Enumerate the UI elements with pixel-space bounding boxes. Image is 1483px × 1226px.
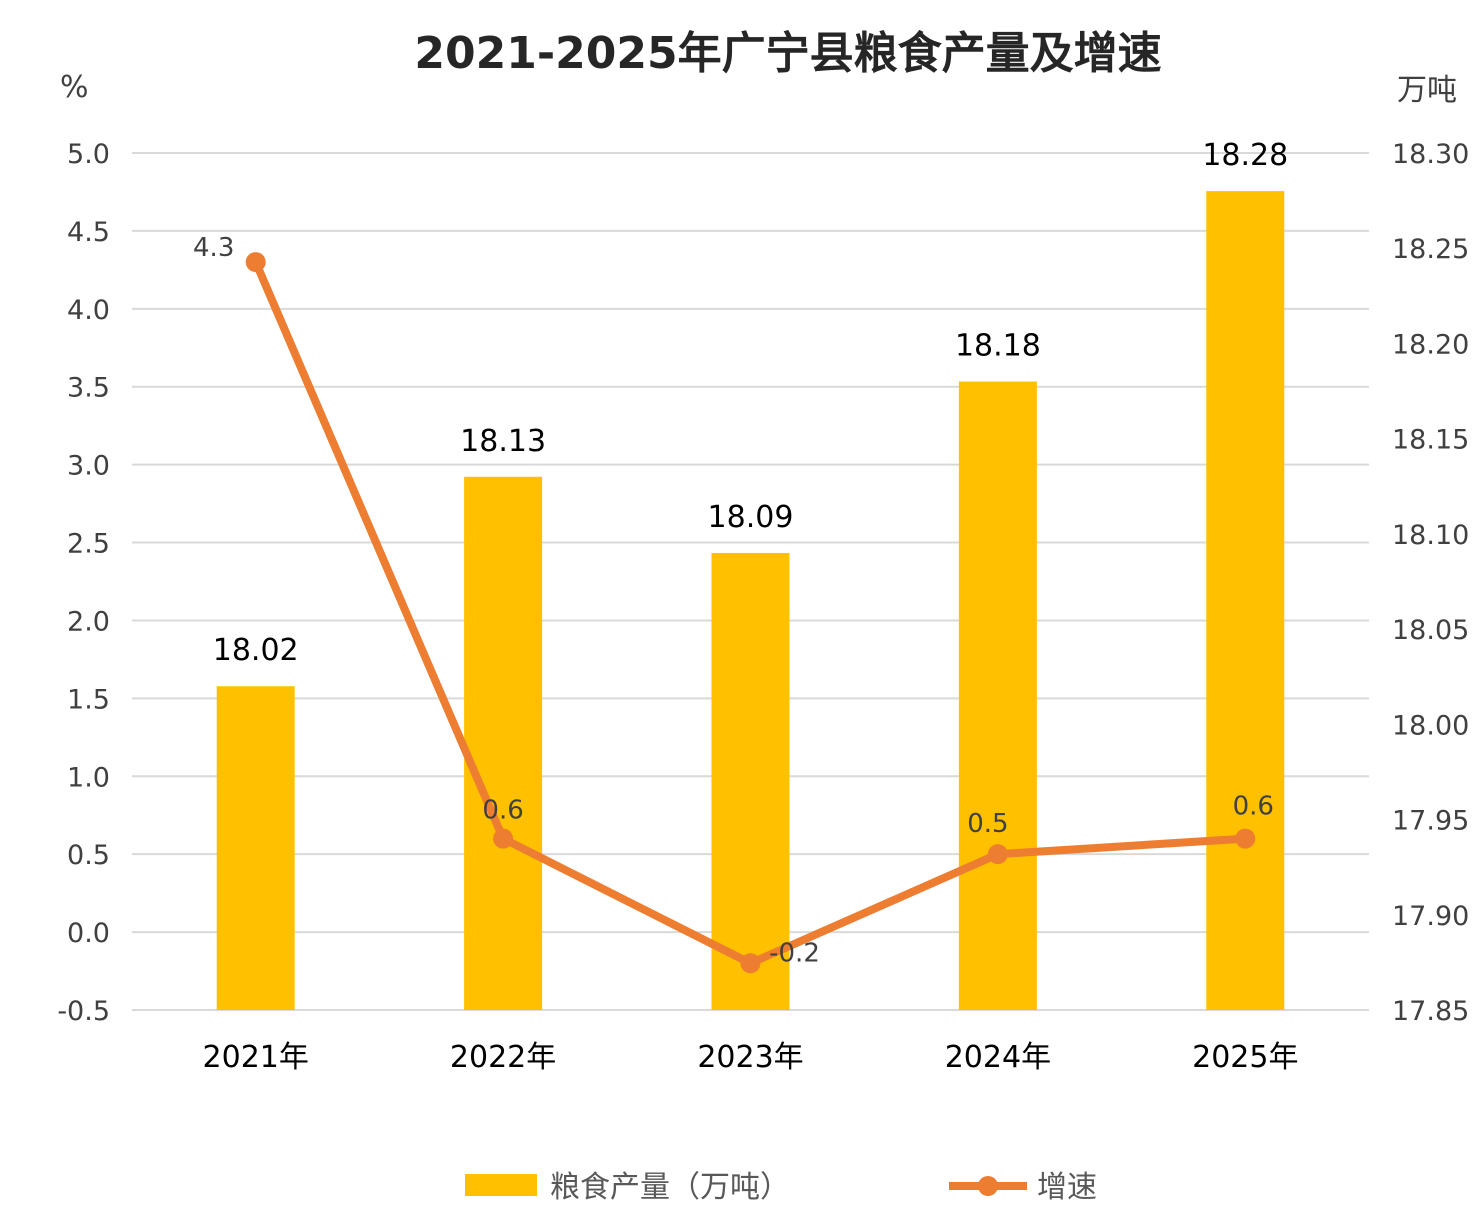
bar [711, 552, 790, 1010]
right-axis-unit: 万吨 [1397, 73, 1457, 108]
left-tick-label: -0.5 [57, 996, 110, 1027]
bar-value-label: 18.09 [708, 500, 794, 535]
line-point [1235, 828, 1256, 849]
legend-line-marker [978, 1176, 998, 1196]
bar-value-label: 18.28 [1202, 138, 1288, 173]
line-point [987, 844, 1008, 865]
legend-line-label: 增速 [1037, 1170, 1097, 1205]
bar [464, 476, 543, 1010]
legend-bar-swatch [465, 1174, 537, 1196]
line-value-label: 0.5 [967, 809, 1008, 839]
right-tick-label: 18.10 [1392, 520, 1469, 551]
right-tick-label: 18.15 [1392, 425, 1469, 456]
bar [1206, 191, 1285, 1011]
bar-data-labels: 18.02 18.13 18.09 18.18 18.28 [213, 138, 1288, 668]
category-label: 2022年 [450, 1040, 556, 1075]
line-value-label: 4.3 [193, 233, 234, 263]
line-point [245, 252, 266, 273]
line-value-label: 0.6 [482, 796, 523, 826]
left-axis-unit: % [60, 70, 89, 105]
line-series [245, 252, 1256, 974]
right-tick-label: 18.20 [1392, 329, 1469, 360]
left-tick-label: 1.5 [67, 684, 110, 715]
line-point [740, 953, 761, 974]
chart-title: 2021-2025年广宁县粮食产量及增速 [414, 28, 1161, 79]
right-tick-label: 17.85 [1392, 996, 1469, 1027]
line-point [493, 828, 514, 849]
left-tick-label: 0.5 [67, 840, 110, 871]
bar-value-label: 18.18 [955, 329, 1041, 364]
bar-value-label: 18.02 [213, 633, 299, 668]
category-axis: 2021年 2022年 2023年 2024年 2025年 [203, 1040, 1299, 1075]
bar-series [216, 191, 1285, 1011]
right-tick-label: 18.30 [1392, 139, 1469, 170]
legend: 粮食产量（万吨） 增速 [465, 1170, 1097, 1205]
right-tick-label: 18.05 [1392, 615, 1469, 646]
left-tick-label: 4.0 [67, 295, 110, 326]
left-tick-label: 5.0 [67, 139, 110, 170]
left-axis-ticks: 5.0 4.5 4.0 3.5 3.0 2.5 2.0 1.5 1.0 0.5 0.0 -0.5 [57, 139, 110, 1027]
category-label: 2023年 [697, 1040, 803, 1075]
left-tick-label: 4.5 [67, 217, 110, 248]
line-value-label: 0.6 [1233, 792, 1274, 822]
bar [216, 686, 295, 1010]
category-label: 2024年 [945, 1040, 1051, 1075]
left-tick-label: 2.5 [67, 529, 110, 560]
category-label: 2021年 [203, 1040, 309, 1075]
right-tick-label: 18.00 [1392, 710, 1469, 741]
bar-value-label: 18.13 [460, 424, 546, 459]
left-tick-label: 1.0 [67, 762, 110, 793]
legend-bar-label: 粮食产量（万吨） [550, 1170, 790, 1205]
right-tick-label: 18.25 [1392, 234, 1469, 265]
right-tick-label: 17.90 [1392, 901, 1469, 932]
left-tick-label: 3.0 [67, 451, 110, 482]
left-tick-label: 2.0 [67, 606, 110, 637]
line-data-labels: 4.3 0.6 -0.2 0.5 0.6 [193, 233, 1274, 968]
category-label: 2025年 [1192, 1040, 1298, 1075]
line-value-label: -0.2 [769, 938, 820, 968]
left-tick-label: 0.0 [67, 918, 110, 949]
right-tick-label: 17.95 [1392, 806, 1469, 837]
right-axis-ticks: 18.30 18.25 18.20 18.15 18.10 18.05 18.00 17.95… [1392, 139, 1469, 1027]
left-tick-label: 3.5 [67, 373, 110, 404]
bar [958, 381, 1037, 1010]
